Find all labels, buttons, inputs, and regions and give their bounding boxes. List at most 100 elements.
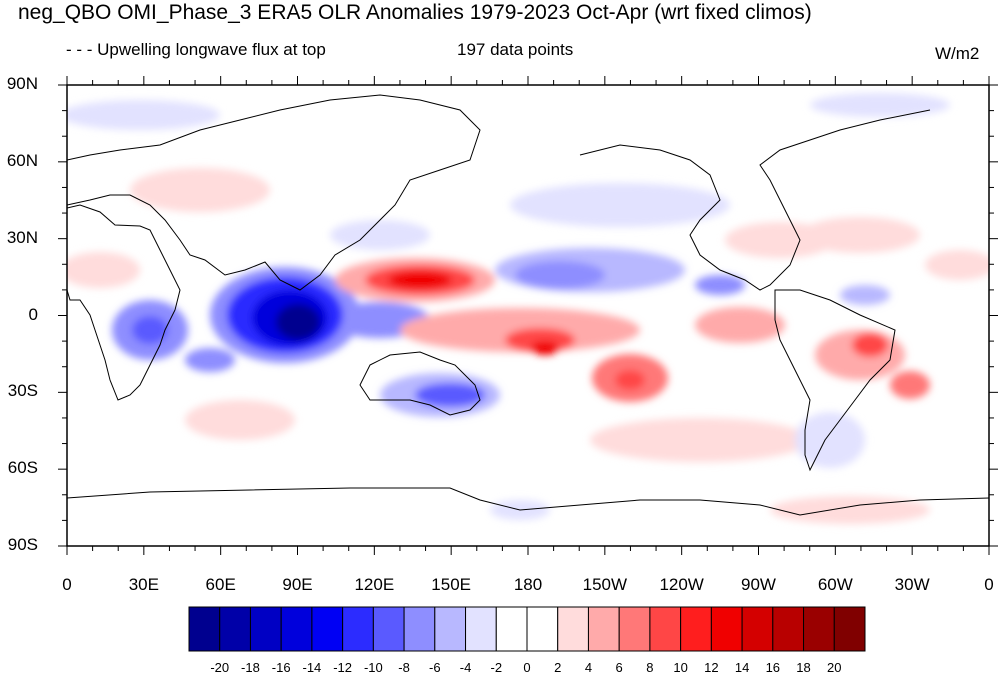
colorbar-label: 2: [554, 660, 562, 675]
colorbar-label: -6: [429, 660, 441, 675]
colorbar-label: 6: [615, 660, 623, 675]
colorbar-swatch: [280, 606, 313, 652]
anomaly-positive-east-pacific: [695, 307, 785, 343]
anomaly-positive-spcz-core: [531, 341, 559, 355]
colorbar-label: 10: [673, 660, 688, 675]
colorbar-swatch: [772, 606, 805, 652]
anomaly-negative-arctic-greenland: [810, 93, 950, 117]
anomaly-negative-amazon-north: [840, 285, 890, 305]
lon-label: 120W: [659, 575, 704, 594]
lon-label: 60E: [205, 575, 236, 594]
lon-label: 0: [984, 575, 994, 594]
colorbar-label: 18: [796, 660, 811, 675]
colorbar-swatch: [803, 606, 835, 652]
anomaly-positive-spcz-outer: [400, 308, 640, 352]
anomaly-positive-europe: [130, 168, 270, 212]
anomaly-positive-south-indian-ocean: [185, 400, 295, 440]
colorbar-swatch: [311, 606, 344, 652]
units-label: W/m2: [935, 44, 980, 63]
lat-label: 60N: [6, 150, 38, 170]
lon-label: 120E: [354, 575, 395, 594]
colorbar-swatch: [680, 606, 712, 652]
anomaly-negative-china: [330, 220, 430, 250]
anomaly-negative-madagascar: [185, 348, 235, 372]
colorbar-swatch: [403, 606, 436, 652]
lon-label: 60W: [817, 575, 853, 594]
lon-label: 30E: [128, 575, 159, 594]
colorbar-label: -20: [210, 660, 230, 675]
anomaly-positive-sahara: [67, 252, 140, 288]
colorbar-swatch: [495, 606, 528, 652]
anomaly-negative-patagonia: [795, 412, 865, 468]
subtitle-data-points: 197 data points: [457, 40, 574, 59]
axis-ticks: [58, 76, 998, 555]
colorbar-swatch: [342, 606, 374, 652]
colorbar-label: -16: [271, 660, 291, 675]
lon-label: 90W: [741, 575, 776, 594]
colorbar-label: 14: [734, 660, 750, 675]
anomaly-negative-australia-core: [415, 383, 485, 407]
lat-label: 90N: [6, 74, 38, 93]
colorbar-swatch: [618, 606, 651, 652]
coastline-africa: [67, 204, 181, 401]
anomaly-field: [67, 85, 989, 546]
colorbar-label: -10: [363, 660, 383, 675]
colorbar-swatch: [372, 606, 405, 652]
colorbar-swatch: [587, 606, 620, 652]
colorbar-swatch: [557, 606, 589, 652]
anomaly-positive-southern-ocean: [770, 496, 930, 524]
anomaly-positive-west-africa: [925, 250, 989, 280]
colorbar-swatch: [434, 606, 467, 652]
lon-label: 180: [513, 575, 543, 594]
lon-label: 90E: [282, 575, 313, 594]
colorbar-label: -8: [398, 660, 410, 675]
colorbar-swatch: [649, 606, 682, 652]
colorbar-label: 0: [523, 660, 531, 675]
coastline-north-america: [579, 109, 931, 291]
colorbar-label: -4: [459, 660, 472, 675]
lat-label: 30S: [7, 381, 38, 401]
anomaly-negative-caribbean: [695, 275, 745, 295]
lon-label: 150W: [582, 575, 628, 594]
anomaly-positive-south-atlantic: [890, 371, 930, 399]
colorbar-label: 4: [584, 660, 593, 675]
colorbar-swatch: [465, 606, 497, 652]
anomaly-negative-central-pacific-core: [515, 261, 605, 289]
anomaly-negative-north-pacific: [510, 183, 730, 227]
lon-label: 0: [62, 575, 72, 594]
lat-label: 30N: [6, 227, 38, 247]
colorbar: [188, 606, 866, 652]
colorbar-label: 16: [765, 660, 781, 675]
coastline-antarctica: [67, 487, 989, 516]
coastline-eurasia: [67, 94, 481, 291]
colorbar-swatch: [526, 606, 559, 652]
anomaly-negative-arctic-europe: [67, 100, 220, 130]
coastlines: [67, 94, 989, 516]
colorbar-swatch: [741, 606, 774, 652]
colorbar-swatch: [219, 606, 251, 652]
anomaly-positive-south-pacific: [590, 418, 810, 462]
colorbar-label: 12: [704, 660, 719, 675]
lat-label: 0: [28, 304, 38, 324]
anomaly-negative-southern-africa-core: [132, 316, 168, 344]
subtitle-variable: - - - Upwelling longwave flux at top: [66, 40, 326, 59]
colorbar-label: -14: [302, 660, 322, 675]
lon-label: 30W: [894, 575, 930, 594]
colorbar-label: 8: [646, 660, 654, 675]
coastline-australia: [359, 351, 481, 416]
anomaly-positive-south-central-pacific-core: [615, 370, 645, 390]
lat-label: 90S: [7, 535, 38, 554]
colorbar-label: -18: [241, 660, 260, 675]
anomaly-positive-brazil-core: [852, 333, 888, 357]
colorbar-swatch: [249, 606, 282, 652]
anomaly-negative-indian-ocean-core: [276, 304, 320, 340]
colorbar-swatch: [833, 606, 866, 652]
colorbar-swatch: [710, 606, 743, 652]
colorbar-label: -12: [333, 660, 353, 675]
colorbar-swatch: [188, 606, 221, 652]
anomaly-positive-west-pacific-core: [388, 271, 452, 289]
lon-label: 150E: [431, 575, 471, 594]
anomaly-positive-gulf-of-mexico: [725, 222, 835, 258]
colorbar-label: 20: [827, 660, 842, 675]
